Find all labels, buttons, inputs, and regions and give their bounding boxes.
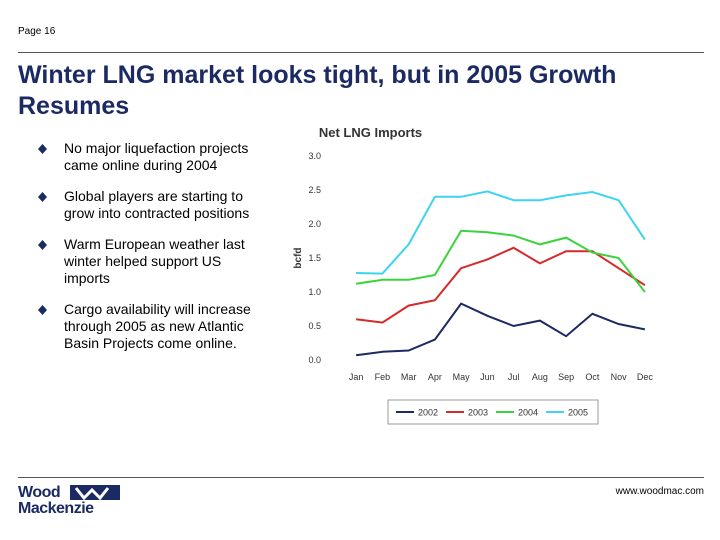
x-tick-label: Jun bbox=[480, 372, 495, 382]
bullet-item: No major liquefaction projects came onli… bbox=[38, 140, 253, 174]
y-axis-label: bcfd bbox=[293, 247, 304, 268]
x-tick-label: Apr bbox=[428, 372, 442, 382]
website-url: www.woodmac.com bbox=[615, 486, 704, 497]
y-tick-label: 1.0 bbox=[308, 287, 321, 297]
y-tick-label: 0.0 bbox=[308, 355, 321, 365]
diamond-bullet-icon bbox=[38, 192, 47, 202]
bullet-item: Global players are starting to grow into… bbox=[38, 188, 253, 222]
legend-label: 2005 bbox=[568, 408, 588, 418]
bottom-divider bbox=[18, 477, 704, 478]
x-tick-label: Oct bbox=[585, 372, 600, 382]
diamond-bullet-icon bbox=[38, 240, 47, 250]
y-tick-label: 0.5 bbox=[308, 321, 321, 331]
x-tick-label: Nov bbox=[611, 372, 628, 382]
series-line-2004 bbox=[355, 229, 646, 293]
x-tick-label: Aug bbox=[532, 372, 548, 382]
slide-title: Winter LNG market looks tight, but in 20… bbox=[18, 61, 617, 120]
series-line-2003 bbox=[355, 246, 646, 324]
legend-label: 2003 bbox=[468, 408, 488, 418]
legend-label: 2002 bbox=[418, 408, 438, 418]
x-tick-label: Jul bbox=[508, 372, 520, 382]
logo-text-line1: Wood bbox=[18, 484, 61, 501]
bullet-list: No major liquefaction projects came onli… bbox=[38, 140, 253, 366]
lng-imports-chart: Net LNG Imports 0.0 0.5 1.0 1.5 2.0 2.5 3.0 bcf… bbox=[288, 120, 668, 430]
series-line-2002 bbox=[355, 302, 646, 357]
bullet-text: Global players are starting to grow into… bbox=[64, 188, 250, 221]
y-tick-label: 2.5 bbox=[308, 185, 321, 195]
chart-title: Net LNG Imports bbox=[318, 125, 423, 140]
diamond-bullet-icon bbox=[38, 305, 47, 315]
legend-label: 2004 bbox=[518, 408, 538, 418]
x-tick-label: Mar bbox=[401, 372, 417, 382]
y-tick-label: 3.0 bbox=[308, 151, 321, 161]
series-line-2005 bbox=[356, 190, 646, 275]
bullet-text: No major liquefaction projects came onli… bbox=[64, 140, 249, 173]
bullet-text: Warm European weather last winter helped… bbox=[64, 236, 245, 286]
x-tick-label: Feb bbox=[375, 372, 391, 382]
y-tick-label: 1.5 bbox=[308, 253, 321, 263]
logo-mark-icon bbox=[70, 485, 120, 501]
wood-mackenzie-logo: Wood Mackenzie bbox=[18, 484, 128, 518]
x-tick-label: Dec bbox=[637, 372, 654, 382]
page-label: Page 16 bbox=[18, 26, 56, 37]
x-tick-label: Jan bbox=[349, 372, 364, 382]
chart-canvas: 0.0 0.5 1.0 1.5 2.0 2.5 3.0 bcfd Jan Feb Mar Apr May… bbox=[293, 151, 654, 425]
logo-text-line2: Mackenzie bbox=[18, 500, 94, 517]
x-tick-label: Sep bbox=[558, 372, 574, 382]
x-tick-label: May bbox=[453, 372, 471, 382]
bullet-item: Cargo availability will increase through… bbox=[38, 301, 253, 352]
bullet-item: Warm European weather last winter helped… bbox=[38, 236, 253, 287]
bullet-text: Cargo availability will increase through… bbox=[64, 301, 251, 351]
y-tick-label: 2.0 bbox=[308, 219, 321, 229]
top-divider bbox=[18, 52, 704, 53]
diamond-bullet-icon bbox=[38, 144, 47, 154]
